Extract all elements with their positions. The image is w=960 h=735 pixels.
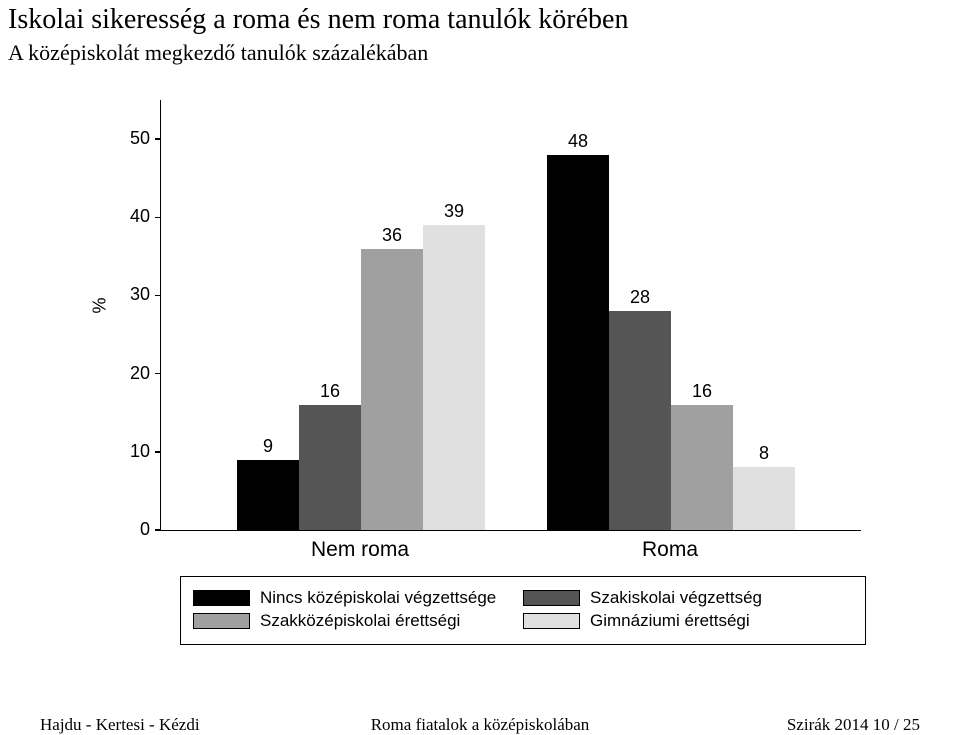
- footer-authors: Hajdu - Kertesi - Kézdi: [40, 715, 200, 735]
- legend-label: Gimnáziumi érettségi: [590, 611, 750, 631]
- y-tick-mark: [155, 451, 161, 453]
- bar-value-label: 16: [692, 381, 712, 402]
- y-tick-label: 30: [110, 284, 150, 305]
- legend-swatch: [193, 613, 250, 629]
- legend-label: Szakiskolai végzettség: [590, 588, 762, 608]
- bar: [671, 405, 733, 530]
- legend-swatch: [523, 613, 580, 629]
- bar: [299, 405, 361, 530]
- chart-area: % 9 16 36 39 48 28 16 8 Nincs középiskolai végz…: [80, 90, 880, 650]
- y-tick-mark: [155, 529, 161, 531]
- bar: [237, 460, 299, 530]
- y-tick-label: 10: [110, 441, 150, 462]
- y-tick-label: 50: [110, 128, 150, 149]
- bar-value-label: 48: [568, 131, 588, 152]
- y-tick-mark: [155, 138, 161, 140]
- bar: [733, 467, 795, 530]
- bar-value-label: 8: [759, 443, 769, 464]
- y-tick-mark: [155, 295, 161, 297]
- legend-item: Szakközépiskolai érettségi: [193, 611, 523, 631]
- bar-value-label: 36: [382, 225, 402, 246]
- legend-swatch: [523, 590, 580, 606]
- bar-value-label: 28: [630, 287, 650, 308]
- legend-label: Nincs középiskolai végzettsége: [260, 588, 496, 608]
- legend-item: Nincs középiskolai végzettsége: [193, 588, 523, 608]
- plot-region: 9 16 36 39 48 28 16 8: [160, 100, 861, 531]
- bar-value-label: 16: [320, 381, 340, 402]
- y-tick-label: 20: [110, 363, 150, 384]
- legend-item: Gimnáziumi érettségi: [523, 611, 853, 631]
- group-label: Roma: [642, 538, 698, 562]
- bar-value-label: 39: [444, 201, 464, 222]
- page-title: Iskolai sikeresség a roma és nem roma ta…: [8, 4, 628, 36]
- legend-box: Nincs középiskolai végzettsége Szakiskola…: [180, 576, 866, 645]
- y-tick-mark: [155, 373, 161, 375]
- y-tick-label: 0: [110, 519, 150, 540]
- bar: [609, 311, 671, 530]
- y-axis-label: %: [90, 297, 111, 313]
- bar: [547, 155, 609, 530]
- footer-page: Szirák 2014 10 / 25: [787, 715, 920, 735]
- legend-swatch: [193, 590, 250, 606]
- bar: [361, 249, 423, 530]
- legend-item: Szakiskolai végzettség: [523, 588, 853, 608]
- legend-label: Szakközépiskolai érettségi: [260, 611, 460, 631]
- group-label: Nem roma: [311, 538, 409, 562]
- page-subtitle: A középiskolát megkezdő tanulók százalék…: [8, 40, 428, 66]
- y-tick-label: 40: [110, 206, 150, 227]
- y-tick-mark: [155, 217, 161, 219]
- bar: [423, 225, 485, 530]
- bar-value-label: 9: [263, 436, 273, 457]
- footer-talk-title: Roma fiatalok a középiskolában: [371, 715, 590, 735]
